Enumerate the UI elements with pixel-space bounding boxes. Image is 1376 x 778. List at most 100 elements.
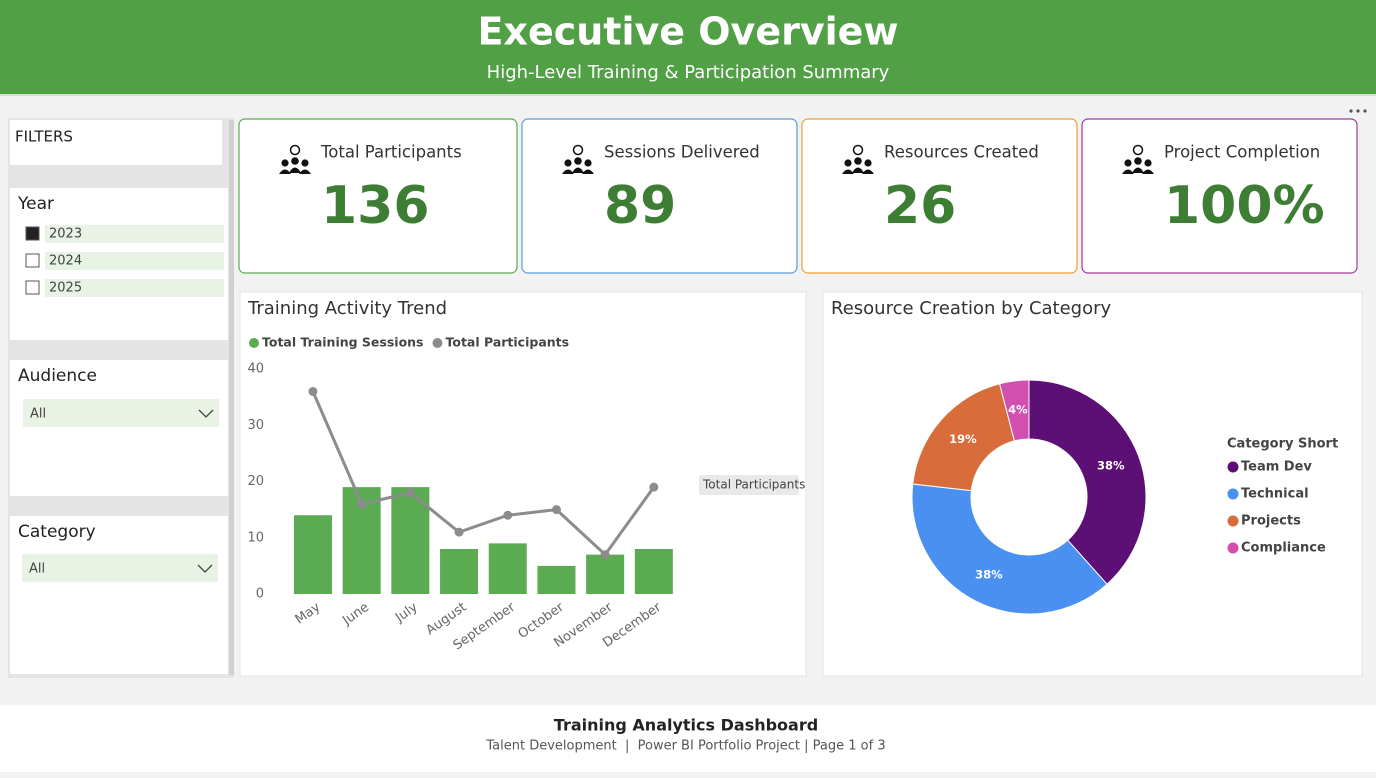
chevron (197, 564, 213, 573)
more-options[interactable] (1349, 109, 1367, 113)
kpi-card (521, 118, 798, 274)
legend-label: Total Training Sessions (262, 335, 424, 350)
checkbox[interactable] (25, 253, 40, 268)
icon-head (584, 159, 592, 167)
series-tag-label: Total Participants (702, 478, 805, 492)
header-bar (0, 0, 1376, 94)
kpi-label: Total Participants (320, 143, 462, 162)
dot (1363, 109, 1367, 113)
dot (1356, 109, 1360, 113)
line-point (454, 527, 464, 537)
slicer-title: Year (17, 194, 54, 214)
legend-marker (1227, 488, 1239, 500)
bar (488, 543, 527, 594)
kpi-label: Sessions Delivered (604, 143, 760, 162)
chart-title: Training Activity Trend (247, 298, 447, 319)
slicer-item-bg (45, 252, 224, 270)
icon-head (291, 157, 299, 165)
filters-title: FILTERS (15, 128, 73, 146)
slicer-title: Category (18, 522, 96, 542)
kpi-icon (1122, 144, 1154, 174)
y-tick-label: 30 (247, 418, 264, 433)
pie-slice (999, 379, 1030, 442)
line (311, 390, 656, 557)
header-shadow (0, 94, 1376, 96)
pie-slice (1028, 379, 1147, 585)
icon-head (281, 159, 289, 167)
page-title: Executive Overview (477, 10, 898, 54)
scrollbar (229, 120, 234, 675)
kpi-value: 26 (884, 176, 956, 236)
icon-head (864, 159, 872, 167)
icon-head (844, 159, 852, 167)
y-tick-label: 20 (247, 474, 264, 489)
line-point (357, 499, 367, 509)
kpi-value: 89 (604, 176, 676, 236)
y-tick-label: 40 (247, 362, 264, 377)
bar (586, 554, 625, 594)
icon-body (562, 167, 594, 174)
footer-subtitle: Talent Development | Power BI Portfolio … (485, 739, 885, 754)
slice-label: 19% (949, 432, 977, 446)
dropdown[interactable] (23, 399, 219, 427)
kpi-value: 136 (321, 176, 430, 236)
icon-body (279, 167, 311, 174)
line-point (551, 505, 561, 515)
icon-bulb (852, 144, 864, 156)
kpi-card (1081, 118, 1358, 274)
slicer-item-label: 2024 (49, 254, 82, 269)
slicer-audience (10, 360, 228, 496)
slicer-item-bg (45, 225, 224, 243)
legend-title: Category Short (1227, 437, 1338, 452)
slicer-item-label: 2023 (49, 227, 82, 242)
legend-label: Total Participants (446, 335, 570, 350)
footer-bar (0, 705, 1376, 772)
slicer-item-bg (45, 279, 224, 297)
legend-label: Compliance (1241, 541, 1326, 556)
slicer-title: Audience (18, 366, 97, 386)
icon-bulb (1132, 144, 1144, 156)
line-point (649, 482, 659, 492)
legend-label: Team Dev (1241, 460, 1312, 475)
dropdown[interactable] (22, 554, 218, 582)
slicer-category (10, 516, 228, 674)
legend-marker (1227, 461, 1239, 473)
icon-head (574, 157, 582, 165)
legend-label: Technical (1241, 487, 1309, 502)
line-point (600, 550, 610, 560)
icon-head (564, 159, 572, 167)
y-tick-label: 10 (247, 530, 264, 545)
icon-bulb (572, 144, 584, 156)
bar (391, 487, 430, 594)
checkbox[interactable] (25, 226, 40, 241)
legend-marker (432, 338, 443, 348)
icon-head (1144, 159, 1152, 167)
kpi-icon (842, 144, 874, 174)
filter-header (10, 120, 222, 165)
kpi-card (801, 118, 1078, 274)
line-point (308, 387, 318, 396)
icon-head (1134, 157, 1142, 165)
kpi-icon (279, 144, 311, 174)
dropdown-value: All (29, 562, 45, 577)
icon-body (1122, 167, 1154, 174)
icon-head (1124, 159, 1132, 167)
kpi-label: Resources Created (884, 143, 1039, 162)
legend-marker (249, 338, 259, 348)
series-tag (699, 475, 799, 495)
chart-title: Resource Creation by Category (831, 298, 1112, 319)
legend-label: Projects (1241, 514, 1301, 529)
dot (1349, 109, 1353, 113)
slice-label: 4% (1008, 403, 1028, 417)
checkbox[interactable] (25, 280, 40, 295)
kpi-label: Project Completion (1164, 143, 1320, 162)
footer-title: Training Analytics Dashboard (554, 716, 818, 735)
line-point (405, 488, 415, 498)
slice-label: 38% (975, 567, 1003, 581)
legend-marker (1227, 542, 1239, 554)
icon-head (854, 157, 862, 165)
kpi-icon (562, 144, 594, 174)
kpi-card (238, 118, 518, 274)
